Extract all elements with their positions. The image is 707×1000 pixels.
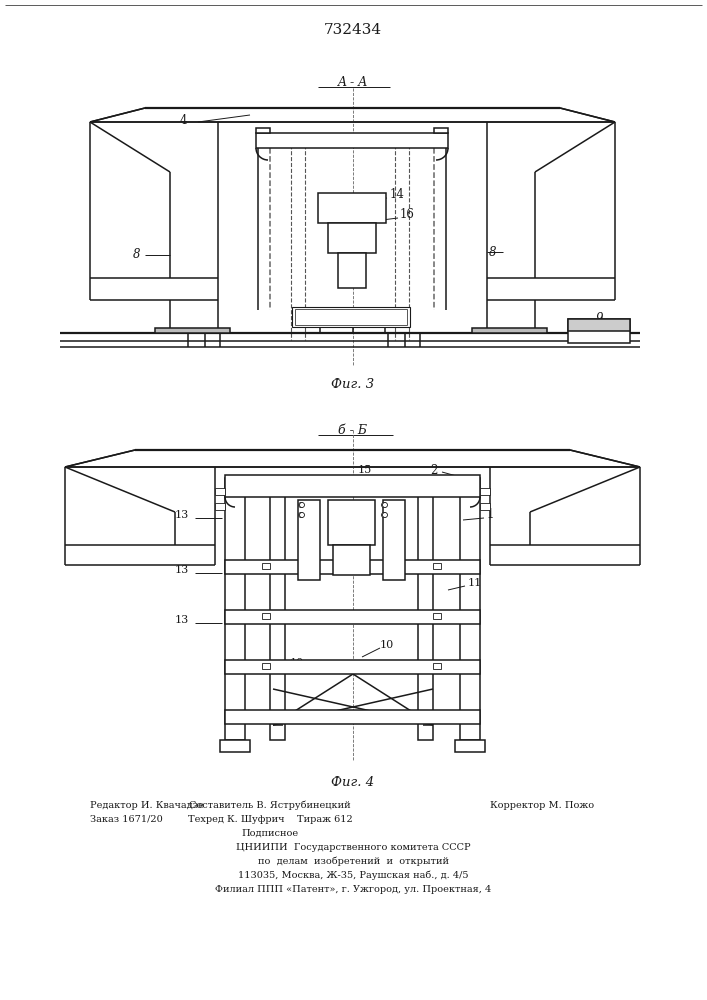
Text: 9: 9 xyxy=(596,312,604,324)
Bar xyxy=(328,500,375,545)
Bar xyxy=(215,503,225,510)
Circle shape xyxy=(382,512,387,518)
Text: б - Б: б - Б xyxy=(339,424,368,436)
Text: Подписное: Подписное xyxy=(241,828,298,838)
Bar xyxy=(480,503,490,510)
Bar xyxy=(215,488,225,495)
Bar xyxy=(220,740,250,752)
Bar xyxy=(433,613,441,619)
Text: 15: 15 xyxy=(358,465,373,475)
Bar xyxy=(270,478,285,740)
Bar xyxy=(434,128,448,133)
Bar xyxy=(292,307,410,327)
Text: 16: 16 xyxy=(400,209,415,222)
Bar xyxy=(262,563,270,569)
Text: A - A: A - A xyxy=(338,76,368,89)
Text: 14: 14 xyxy=(390,188,405,202)
Circle shape xyxy=(298,502,303,508)
Text: Корректор М. Пожо: Корректор М. Пожо xyxy=(490,800,594,810)
Text: 8: 8 xyxy=(489,245,496,258)
Text: 2: 2 xyxy=(430,464,438,477)
Bar xyxy=(225,610,480,624)
Text: 4: 4 xyxy=(180,113,187,126)
Bar xyxy=(225,478,245,740)
Text: Заказ 1671/20: Заказ 1671/20 xyxy=(90,814,163,824)
Circle shape xyxy=(382,502,387,508)
Circle shape xyxy=(382,502,387,508)
Circle shape xyxy=(300,502,305,508)
Bar xyxy=(455,740,485,752)
Bar xyxy=(333,545,370,575)
Bar xyxy=(338,253,366,288)
Bar xyxy=(433,663,441,669)
Text: Фиг. 3: Фиг. 3 xyxy=(332,378,375,391)
Text: ЦНИИПИ  Государственного комитета СССР: ЦНИИПИ Государственного комитета СССР xyxy=(235,842,470,852)
Text: 10: 10 xyxy=(290,658,304,668)
Bar xyxy=(433,563,441,569)
Text: 16: 16 xyxy=(335,520,349,530)
Text: 1: 1 xyxy=(487,508,494,522)
Bar xyxy=(225,560,480,574)
Bar xyxy=(480,488,490,495)
Circle shape xyxy=(382,512,387,518)
Bar xyxy=(418,478,433,740)
Polygon shape xyxy=(90,108,615,122)
Text: 732434: 732434 xyxy=(324,23,382,37)
Text: 113035, Москва, Ж-35, Раушская наб., д. 4/5: 113035, Москва, Ж-35, Раушская наб., д. … xyxy=(238,870,468,880)
Circle shape xyxy=(300,512,305,518)
Bar xyxy=(225,710,480,724)
Bar xyxy=(225,475,480,497)
Text: 11: 11 xyxy=(468,578,482,588)
Bar xyxy=(460,478,480,740)
Bar xyxy=(472,328,547,333)
Text: 13: 13 xyxy=(175,510,189,520)
Bar xyxy=(318,193,386,223)
Text: 13: 13 xyxy=(175,565,189,575)
Bar xyxy=(262,663,270,669)
Bar xyxy=(256,133,448,148)
Bar xyxy=(295,309,407,325)
Bar xyxy=(256,128,270,133)
Text: Редактор И. Квачадзе: Редактор И. Квачадзе xyxy=(90,800,204,810)
Text: 14: 14 xyxy=(330,505,344,515)
Bar xyxy=(298,500,320,580)
Text: Техред К. Шуфрич    Тираж 612: Техред К. Шуфрич Тираж 612 xyxy=(187,814,352,824)
Bar xyxy=(568,319,630,343)
Bar xyxy=(225,660,480,674)
Text: Филиал ППП «Патент», г. Ужгород, ул. Проектная, 4: Филиал ППП «Патент», г. Ужгород, ул. Про… xyxy=(215,884,491,894)
Circle shape xyxy=(298,512,303,518)
Text: Составитель В. Яструбинецкий: Составитель В. Яструбинецкий xyxy=(189,800,351,810)
Bar xyxy=(568,319,630,331)
Text: по  делам  изобретений  и  открытий: по делам изобретений и открытий xyxy=(257,856,448,866)
Polygon shape xyxy=(65,450,640,467)
Text: 8: 8 xyxy=(133,248,141,261)
Bar xyxy=(262,613,270,619)
Bar xyxy=(155,328,230,333)
Text: 10: 10 xyxy=(380,640,395,650)
Text: Фиг. 4: Фиг. 4 xyxy=(332,776,375,790)
Text: 13: 13 xyxy=(175,615,189,625)
Bar xyxy=(383,500,405,580)
Bar xyxy=(328,223,376,253)
